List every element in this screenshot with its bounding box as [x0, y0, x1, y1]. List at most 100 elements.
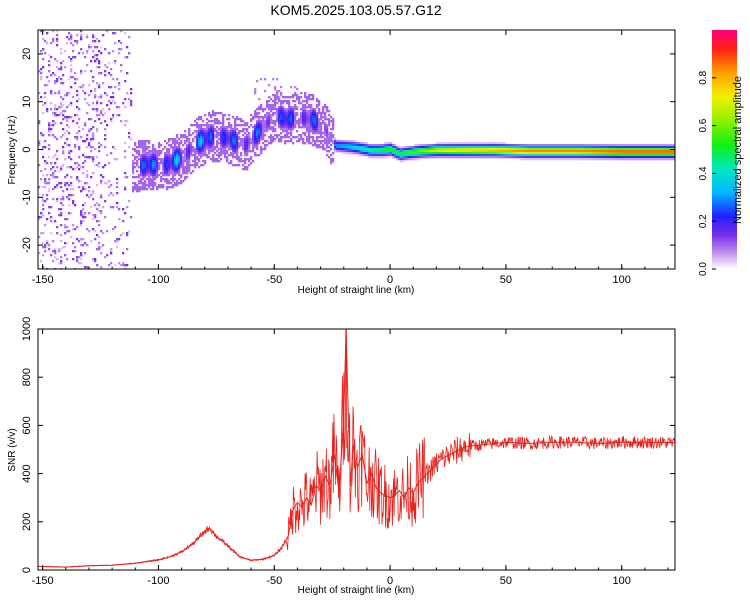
- heatmap-cell: [326, 128, 329, 131]
- heatmap-cell: [584, 156, 587, 159]
- heatmap-cell: [436, 142, 439, 145]
- heatmap-cell: [146, 154, 149, 157]
- heatmap-cell: [46, 42, 49, 45]
- heatmap-cell: [632, 154, 635, 157]
- heatmap-cell: [204, 150, 207, 153]
- heatmap-cell: [176, 172, 179, 175]
- heatmap-cell: [114, 42, 117, 45]
- heatmap-cell: [264, 114, 267, 117]
- heatmap-cell: [312, 98, 315, 101]
- heatmap-cell: [98, 96, 101, 99]
- heatmap-cell: [186, 150, 189, 153]
- heatmap-cell: [646, 146, 649, 149]
- heatmap-cell: [78, 256, 81, 259]
- heatmap-cell: [380, 152, 383, 155]
- heatmap-cell: [98, 118, 101, 121]
- heatmap-cell: [224, 156, 227, 159]
- heatmap-cell: [560, 150, 563, 153]
- heatmap-cell: [380, 150, 383, 153]
- heatmap-cell: [98, 86, 101, 89]
- heatmap-cell: [280, 120, 283, 123]
- heatmap-cell: [266, 126, 269, 129]
- heatmap-cell: [468, 146, 471, 149]
- heatmap-cell: [366, 146, 369, 149]
- heatmap-cell: [80, 34, 83, 37]
- heatmap-cell: [664, 150, 667, 153]
- heatmap-cell: [386, 146, 389, 149]
- heatmap-cell: [152, 154, 155, 157]
- heatmap-cell: [196, 136, 199, 139]
- heatmap-cell: [86, 170, 89, 173]
- heatmap-cell: [46, 76, 49, 79]
- heatmap-cell: [244, 168, 247, 171]
- heatmap-cell: [316, 98, 319, 101]
- heatmap-cell: [598, 146, 601, 149]
- heatmap-cell: [446, 146, 449, 149]
- heatmap-cell: [40, 232, 43, 235]
- heatmap-cell: [112, 96, 115, 99]
- heatmap-cell: [180, 154, 183, 157]
- heatmap-cell: [124, 264, 127, 267]
- heatmap-cell: [232, 132, 235, 135]
- heatmap-cell: [202, 130, 205, 133]
- heatmap-cell: [184, 170, 187, 173]
- heatmap-cell: [240, 120, 243, 123]
- heatmap-cell: [312, 114, 315, 117]
- heatmap-cell: [142, 174, 145, 177]
- heatmap-cell: [338, 146, 341, 149]
- heatmap-cell: [56, 186, 59, 189]
- heatmap-cell: [86, 112, 89, 115]
- heatmap-cell: [202, 136, 205, 139]
- heatmap-cell: [104, 200, 107, 203]
- heatmap-cell: [392, 152, 395, 155]
- heatmap-cell: [440, 154, 443, 157]
- heatmap-cell: [622, 154, 625, 157]
- heatmap-cell: [412, 150, 415, 153]
- heatmap-cell: [314, 126, 317, 129]
- heatmap-cell: [148, 164, 151, 167]
- heatmap-cell: [126, 206, 129, 209]
- heatmap-cell: [552, 154, 555, 157]
- heatmap-cell: [50, 42, 53, 45]
- heatmap-cell: [560, 148, 563, 151]
- heatmap-cell: [304, 108, 307, 111]
- heatmap-cell: [94, 46, 97, 49]
- heatmap-cell: [380, 146, 383, 149]
- heatmap-cell: [148, 168, 151, 171]
- heatmap-cell: [286, 100, 289, 103]
- heatmap-cell: [308, 142, 311, 145]
- heatmap-cell: [60, 182, 63, 185]
- heatmap-cell: [628, 144, 631, 147]
- heatmap-cell: [244, 146, 247, 149]
- heatmap-cell: [608, 146, 611, 149]
- heatmap-cell: [188, 168, 191, 171]
- heatmap-cell: [228, 144, 231, 147]
- heatmap-cell: [426, 146, 429, 149]
- heatmap-cell: [154, 164, 157, 167]
- heatmap-cell: [196, 146, 199, 149]
- heatmap-cell: [56, 108, 59, 111]
- heatmap-cell: [262, 132, 265, 135]
- heatmap-cell: [292, 96, 295, 99]
- heatmap-cell: [506, 148, 509, 151]
- heatmap-cell: [62, 110, 65, 113]
- heatmap-cell: [332, 124, 335, 127]
- heatmap-cell: [224, 154, 227, 157]
- heatmap-cell: [142, 186, 145, 189]
- heatmap-cell: [606, 148, 609, 151]
- heatmap-cell: [66, 120, 69, 123]
- heatmap-cell: [664, 156, 667, 159]
- heatmap-cell: [600, 158, 603, 161]
- y-tick-label: -10: [21, 189, 33, 205]
- heatmap-cell: [158, 154, 161, 157]
- heatmap-cell: [428, 144, 431, 147]
- heatmap-cell: [404, 152, 407, 155]
- heatmap-cell: [310, 122, 313, 125]
- heatmap-cell: [48, 80, 51, 83]
- heatmap-cell: [616, 154, 619, 157]
- heatmap-cell: [216, 136, 219, 139]
- heatmap-cell: [288, 102, 291, 105]
- heatmap-cell: [378, 156, 381, 159]
- heatmap-cell: [270, 142, 273, 145]
- heatmap-cell: [584, 152, 587, 155]
